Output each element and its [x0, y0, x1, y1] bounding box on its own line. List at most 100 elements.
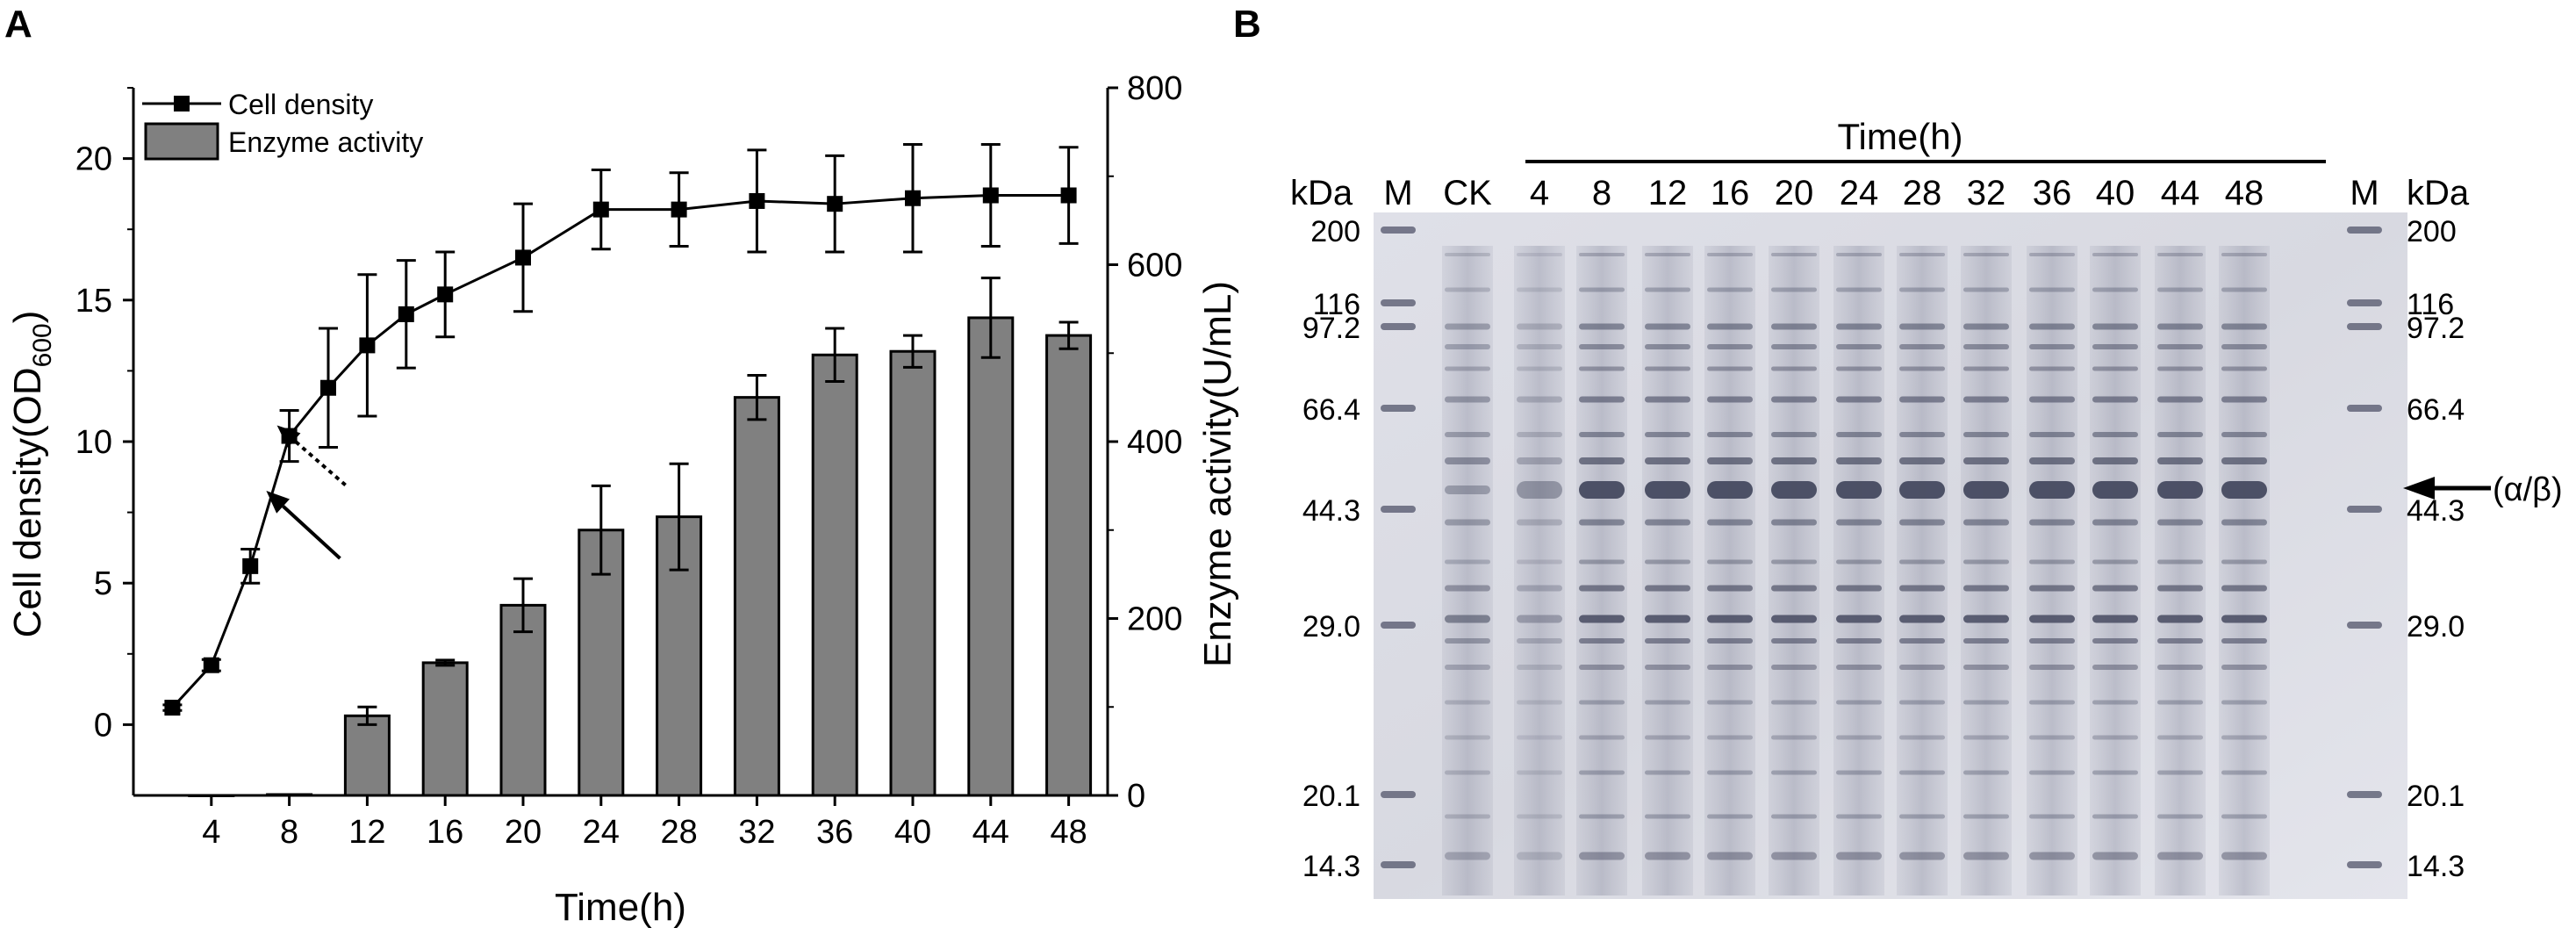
protein-band [1579, 700, 1625, 705]
y-right-tick-label: 600 [1127, 248, 1182, 284]
marker-label-left: 14.3 [1302, 850, 1360, 883]
protein-band [1517, 366, 1562, 371]
protein-band [1963, 481, 2009, 499]
marker-band [2347, 622, 2382, 629]
protein-band [1899, 366, 1945, 371]
protein-band [1517, 665, 1562, 670]
protein-band [1836, 432, 1882, 437]
protein-band [1707, 253, 1753, 256]
protein-band [1579, 287, 1625, 292]
marker-label-right: 200 [2407, 215, 2457, 248]
x-tick-label: 24 [583, 814, 620, 851]
protein-band [2029, 366, 2075, 371]
cell-density-line [171, 194, 1069, 709]
y-left-tick-label: 20 [75, 141, 112, 178]
protein-band [2221, 770, 2267, 775]
panel-b-gel: B Time(h) kDa kDa M CK 4 8 12 16 20 24 28 32 36 40 4… [1233, 3, 2563, 899]
protein-band [1771, 481, 1817, 499]
y-right-tick-label: 400 [1127, 424, 1182, 461]
protein-band [1579, 638, 1625, 644]
protein-band [1645, 344, 1690, 349]
protein-band [1899, 457, 1945, 464]
protein-band [1771, 615, 1817, 623]
protein-band [1963, 814, 2009, 819]
protein-band [1771, 814, 1817, 819]
protein-band [1579, 814, 1625, 819]
protein-band [1963, 638, 2009, 644]
marker-label-left: 44.3 [1302, 494, 1360, 528]
protein-band [2092, 665, 2138, 670]
x-axis-title: Time(h) [555, 886, 686, 929]
y-left-tick-label: 15 [75, 283, 112, 320]
gel-lane-label: 44 [2161, 174, 2200, 212]
cell-density-point [359, 337, 376, 354]
protein-band [1771, 253, 1817, 256]
protein-band [1771, 519, 1817, 526]
marker-band [1381, 405, 1416, 412]
protein-band [2157, 638, 2203, 644]
protein-band [2157, 770, 2203, 775]
protein-band [1707, 770, 1753, 775]
sample-lane [2090, 246, 2141, 895]
protein-band [2029, 519, 2075, 526]
protein-band [1963, 665, 2009, 670]
protein-band [2029, 344, 2075, 349]
protein-band [1645, 814, 1690, 819]
protein-band [2221, 323, 2267, 330]
protein-band [2221, 481, 2267, 499]
gel-lane-label: 20 [1775, 174, 1814, 212]
protein-band [1445, 814, 1490, 819]
protein-band [1707, 638, 1753, 644]
marker-label-right: 29.0 [2407, 610, 2465, 644]
marker-label-right: 116 [2407, 288, 2454, 321]
protein-band [1836, 665, 1882, 670]
enzyme-activity-bar [733, 396, 780, 797]
sample-lane [1514, 246, 1565, 895]
protein-band [1899, 585, 1945, 592]
protein-band [1645, 323, 1690, 330]
protein-band [2092, 457, 2138, 464]
protein-band [2092, 585, 2138, 592]
protein-band [1963, 344, 2009, 349]
sample-lane [1704, 246, 1755, 895]
gel-lane-label: 16 [1711, 174, 1750, 212]
cell-density-point [515, 249, 531, 266]
protein-band [1771, 432, 1817, 437]
sample-lane [1769, 246, 1819, 895]
protein-band [1963, 396, 2009, 403]
protein-band [1579, 852, 1625, 860]
protein-band [2221, 814, 2267, 819]
protein-band [1645, 287, 1690, 292]
protein-band [2029, 852, 2075, 860]
protein-band [1579, 519, 1625, 526]
protein-band [1899, 814, 1945, 819]
protein-band [1963, 323, 2009, 330]
protein-band [1836, 396, 1882, 403]
protein-band [2157, 432, 2203, 437]
marker-label-left: 200 [1310, 215, 1360, 248]
x-tick-label: 40 [894, 814, 931, 851]
protein-band [2029, 770, 2075, 775]
panel-b-label: B [1233, 3, 1261, 46]
protein-band [1899, 253, 1945, 256]
protein-band [1517, 457, 1562, 464]
protein-band [1707, 287, 1753, 292]
sample-lane [1576, 246, 1627, 895]
protein-band [2221, 559, 2267, 565]
cell-density-point [905, 190, 921, 206]
protein-band [1517, 700, 1562, 705]
protein-band [1771, 770, 1817, 775]
protein-band [1445, 253, 1490, 256]
protein-band [2221, 585, 2267, 592]
protein-band [2092, 396, 2138, 403]
protein-band [1771, 366, 1817, 371]
protein-band [1579, 457, 1625, 464]
protein-band [1899, 432, 1945, 437]
protein-band [2157, 253, 2203, 256]
marker-band [2347, 299, 2382, 306]
protein-band [2157, 519, 2203, 526]
kda-label-left: kDa [1290, 174, 1353, 212]
marker-band [1381, 861, 1416, 868]
